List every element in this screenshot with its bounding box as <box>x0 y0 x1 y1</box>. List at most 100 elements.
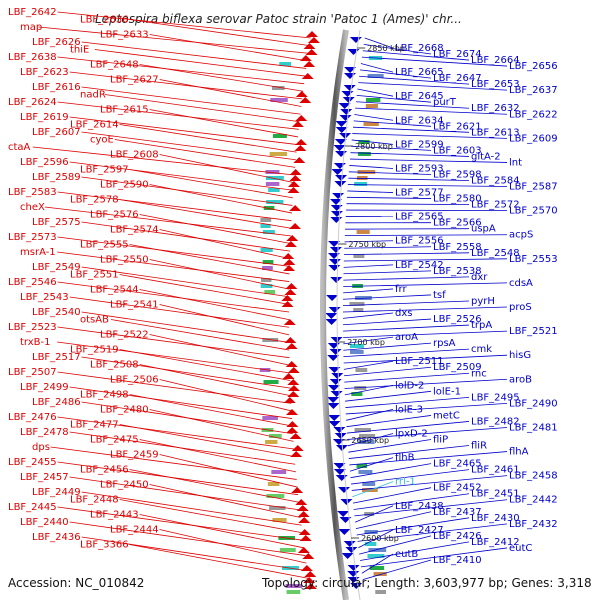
right-leader-line <box>346 203 470 206</box>
left-gene-label: LBF_2607 <box>32 127 81 138</box>
category-block <box>349 302 365 306</box>
left-gene-label: LBF_2626 <box>32 37 81 48</box>
left-gene-label: LBF_2633 <box>100 30 149 41</box>
right-leader-line <box>343 264 394 268</box>
left-gene-label: cheX <box>20 202 45 213</box>
right-gene-label: aroB <box>509 374 532 385</box>
right-gene-glyph <box>330 199 343 205</box>
label-leaders <box>32 11 508 581</box>
ruler-tick-label: 2600 kbp <box>361 534 399 543</box>
left-leader-line <box>149 409 294 442</box>
left-gene-label: LBF_2523 <box>8 322 57 333</box>
category-block <box>271 470 287 474</box>
category-block <box>286 590 301 594</box>
left-gene-glyph <box>289 175 302 181</box>
right-gene-glyph <box>333 427 346 433</box>
left-gene-glyph <box>307 37 320 43</box>
right-gene-label: LBF_2437 <box>433 507 482 518</box>
left-gene-glyph <box>287 187 300 193</box>
category-block <box>270 98 288 102</box>
right-gene-label: LBF_2632 <box>471 103 520 114</box>
left-leader-line <box>159 79 302 107</box>
right-leader-line <box>352 481 394 498</box>
category-block <box>263 380 279 384</box>
category-block <box>265 176 284 180</box>
right-leader-line <box>343 294 432 300</box>
category-block <box>265 170 280 174</box>
left-gene-label: LBF_2578 <box>70 195 119 206</box>
category-block <box>358 440 375 444</box>
left-gene-label: LBF_2506 <box>110 375 159 386</box>
left-leader-line <box>149 334 290 366</box>
right-gene-label: LBF_2461 <box>471 465 520 476</box>
right-leader-line <box>360 63 394 73</box>
right-gene-glyph <box>334 181 347 187</box>
left-leader-line <box>149 484 301 518</box>
genome-backbone <box>320 29 349 600</box>
category-block <box>268 188 280 192</box>
right-gene-label: LBF_2521 <box>509 326 558 337</box>
right-gene-glyph <box>327 355 340 361</box>
category-block <box>353 254 365 258</box>
left-gene-glyph <box>305 49 318 55</box>
category-block <box>356 230 370 234</box>
right-gene-label: LBF_2665 <box>395 67 444 78</box>
right-gene-glyph <box>335 151 348 157</box>
right-gene-label: aroA <box>395 332 418 343</box>
category-block <box>272 134 287 138</box>
category-block <box>261 278 272 282</box>
left-gene-glyph <box>290 451 303 457</box>
left-leader-line <box>129 19 310 47</box>
left-gene-label: LBF_2541 <box>110 300 159 311</box>
left-gene-label: LBF_2596 <box>20 157 69 168</box>
right-leader-line <box>344 240 394 243</box>
left-leader-line <box>57 506 304 541</box>
category-block <box>367 74 384 78</box>
left-leader-line <box>57 281 290 313</box>
left-gene-label: LBF_2574 <box>110 225 159 236</box>
right-gene-label: hisG <box>509 350 531 361</box>
category-block <box>271 86 285 90</box>
right-gene-glyph <box>343 541 356 547</box>
right-leader-line <box>361 56 508 67</box>
left-leader-line <box>159 229 290 260</box>
right-leader-line <box>352 126 470 133</box>
category-block <box>263 206 275 210</box>
left-leader-line <box>159 154 295 184</box>
left-leader-line <box>44 206 291 237</box>
right-gene-label: LBF_2674 <box>433 49 482 60</box>
category-block <box>362 482 376 486</box>
right-leader-line <box>346 196 432 199</box>
right-gene-label: LBF_2603 <box>433 145 482 156</box>
right-leader-line <box>355 101 470 109</box>
right-gene-glyph <box>333 469 346 475</box>
left-leader-line <box>104 94 300 123</box>
right-gene-label: flhB <box>395 453 415 464</box>
left-leader-line <box>81 536 308 572</box>
left-leader-line <box>81 311 290 343</box>
right-gene-glyph <box>329 379 342 385</box>
left-leader-line <box>129 169 293 199</box>
category-block <box>358 470 373 474</box>
right-gene-label: LBF_2451 <box>471 489 520 500</box>
right-gene-glyph <box>325 313 338 319</box>
category-block <box>262 260 274 264</box>
left-gene-label: LBF_2445 <box>8 502 57 513</box>
category-block <box>265 182 280 186</box>
right-leader-line <box>345 396 470 408</box>
right-gene-glyph <box>326 295 339 301</box>
left-gene-label: LBF_2546 <box>8 277 57 288</box>
right-gene-label: LBF_2570 <box>509 206 558 217</box>
left-gene-label: LBF_2475 <box>90 435 139 446</box>
left-leader-line <box>81 356 291 389</box>
right-gene-label: LBF_2593 <box>395 163 444 174</box>
right-gene-label: flhA <box>509 447 529 458</box>
right-leader-line <box>351 145 432 151</box>
right-gene-label: LBF_2438 <box>395 501 444 512</box>
right-leader-line <box>350 463 432 479</box>
right-gene-label: LBF_2426 <box>433 531 482 542</box>
left-gene-label: LBF_2507 <box>8 367 57 378</box>
left-gene-glyph <box>287 181 300 187</box>
